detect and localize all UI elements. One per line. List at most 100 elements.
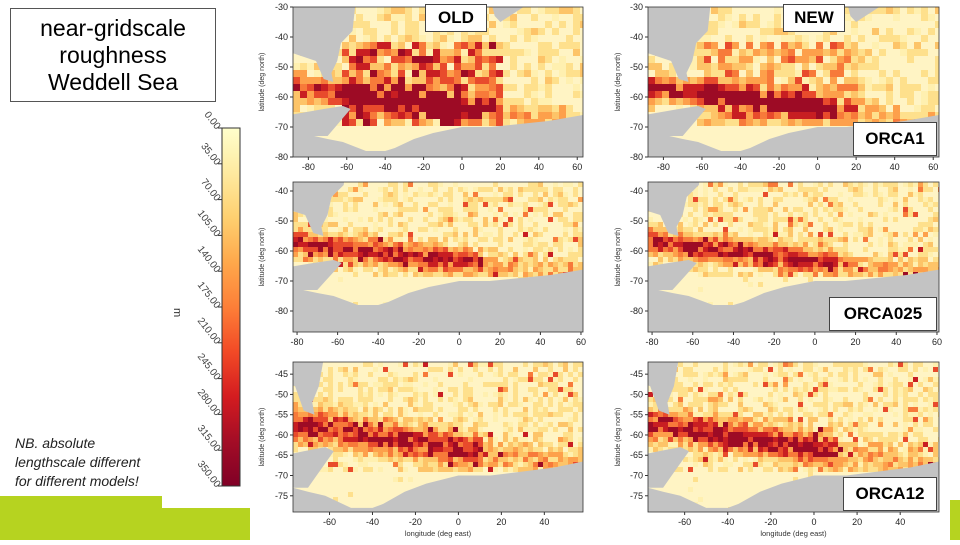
roughness-cell <box>868 232 873 237</box>
roughness-cell <box>443 207 448 212</box>
roughness-cell <box>388 237 393 242</box>
roughness-cell <box>393 392 398 397</box>
roughness-cell <box>538 437 543 442</box>
roughness-cell <box>356 77 363 84</box>
column-label-new: NEW <box>783 4 845 32</box>
roughness-cell <box>893 202 898 207</box>
roughness-cell <box>693 242 698 247</box>
roughness-cell <box>698 242 703 247</box>
roughness-cell <box>725 14 732 21</box>
roughness-cell <box>778 252 783 257</box>
roughness-cell <box>318 392 323 397</box>
roughness-cell <box>653 222 658 227</box>
roughness-cell <box>693 457 698 462</box>
roughness-cell <box>728 302 733 307</box>
roughness-cell <box>793 427 798 432</box>
roughness-cell <box>768 442 773 447</box>
roughness-cell <box>482 84 489 91</box>
roughness-cell <box>763 227 768 232</box>
roughness-cell <box>538 98 545 105</box>
roughness-cell <box>878 382 883 387</box>
roughness-cell <box>517 49 524 56</box>
roughness-cell <box>438 427 443 432</box>
roughness-cell <box>563 262 568 267</box>
roughness-cell <box>708 407 713 412</box>
roughness-cell <box>523 237 528 242</box>
roughness-cell <box>748 182 753 187</box>
roughness-cell <box>823 35 830 42</box>
roughness-cell <box>498 252 503 257</box>
roughness-cell <box>843 257 848 262</box>
roughness-cell <box>728 382 733 387</box>
roughness-cell <box>553 187 558 192</box>
roughness-cell <box>391 21 398 28</box>
roughness-cell <box>738 447 743 452</box>
roughness-cell <box>358 217 363 222</box>
roughness-cell <box>349 49 356 56</box>
roughness-cell <box>508 457 513 462</box>
heatmap-svg: -60 -40 -20 0 20 40-45-50-55-60-65-70-75latit… <box>259 361 584 538</box>
roughness-cell <box>743 237 748 242</box>
roughness-cell <box>773 252 778 257</box>
roughness-cell <box>923 417 928 422</box>
roughness-cell <box>496 84 503 91</box>
roughness-cell <box>913 412 918 417</box>
roughness-cell <box>388 192 393 197</box>
roughness-cell <box>698 427 703 432</box>
roughness-cell <box>738 432 743 437</box>
roughness-cell <box>503 422 508 427</box>
roughness-cell <box>908 427 913 432</box>
roughness-cell <box>388 392 393 397</box>
roughness-cell <box>343 217 348 222</box>
roughness-cell <box>353 402 358 407</box>
roughness-cell <box>463 242 468 247</box>
roughness-cell <box>933 267 938 272</box>
roughness-cell <box>553 412 558 417</box>
roughness-cell <box>781 49 788 56</box>
roughness-cell <box>523 422 528 427</box>
roughness-cell <box>533 247 538 252</box>
roughness-cell <box>328 91 335 98</box>
roughness-cell <box>818 252 823 257</box>
roughness-cell <box>473 417 478 422</box>
roughness-cell <box>758 257 763 262</box>
roughness-cell <box>853 457 858 462</box>
roughness-cell <box>698 392 703 397</box>
roughness-cell <box>461 91 468 98</box>
roughness-cell <box>468 42 475 49</box>
roughness-cell <box>783 232 788 237</box>
roughness-cell <box>398 119 405 126</box>
roughness-cell <box>773 382 778 387</box>
roughness-cell <box>335 77 342 84</box>
roughness-cell <box>300 98 307 105</box>
roughness-cell <box>838 417 843 422</box>
roughness-cell <box>558 217 563 222</box>
roughness-cell <box>513 397 518 402</box>
roughness-cell <box>662 98 669 105</box>
roughness-cell <box>933 212 938 217</box>
roughness-cell <box>566 112 573 119</box>
roughness-cell <box>363 257 368 262</box>
roughness-cell <box>384 63 391 70</box>
roughness-cell <box>802 77 809 84</box>
roughness-cell <box>768 467 773 472</box>
roughness-cell <box>778 447 783 452</box>
roughness-cell <box>447 35 454 42</box>
roughness-cell <box>343 372 348 377</box>
roughness-cell <box>468 377 473 382</box>
roughness-cell <box>443 222 448 227</box>
south-america-land <box>293 7 356 82</box>
roughness-cell <box>373 432 378 437</box>
roughness-cell <box>853 272 858 277</box>
roughness-cell <box>533 387 538 392</box>
roughness-cell <box>746 63 753 70</box>
roughness-cell <box>758 247 763 252</box>
roughness-cell <box>728 267 733 272</box>
roughness-cell <box>843 372 848 377</box>
roughness-cell <box>833 457 838 462</box>
roughness-cell <box>333 192 338 197</box>
roughness-cell <box>488 197 493 202</box>
roughness-cell <box>743 437 748 442</box>
roughness-cell <box>349 28 356 35</box>
roughness-cell <box>370 35 377 42</box>
